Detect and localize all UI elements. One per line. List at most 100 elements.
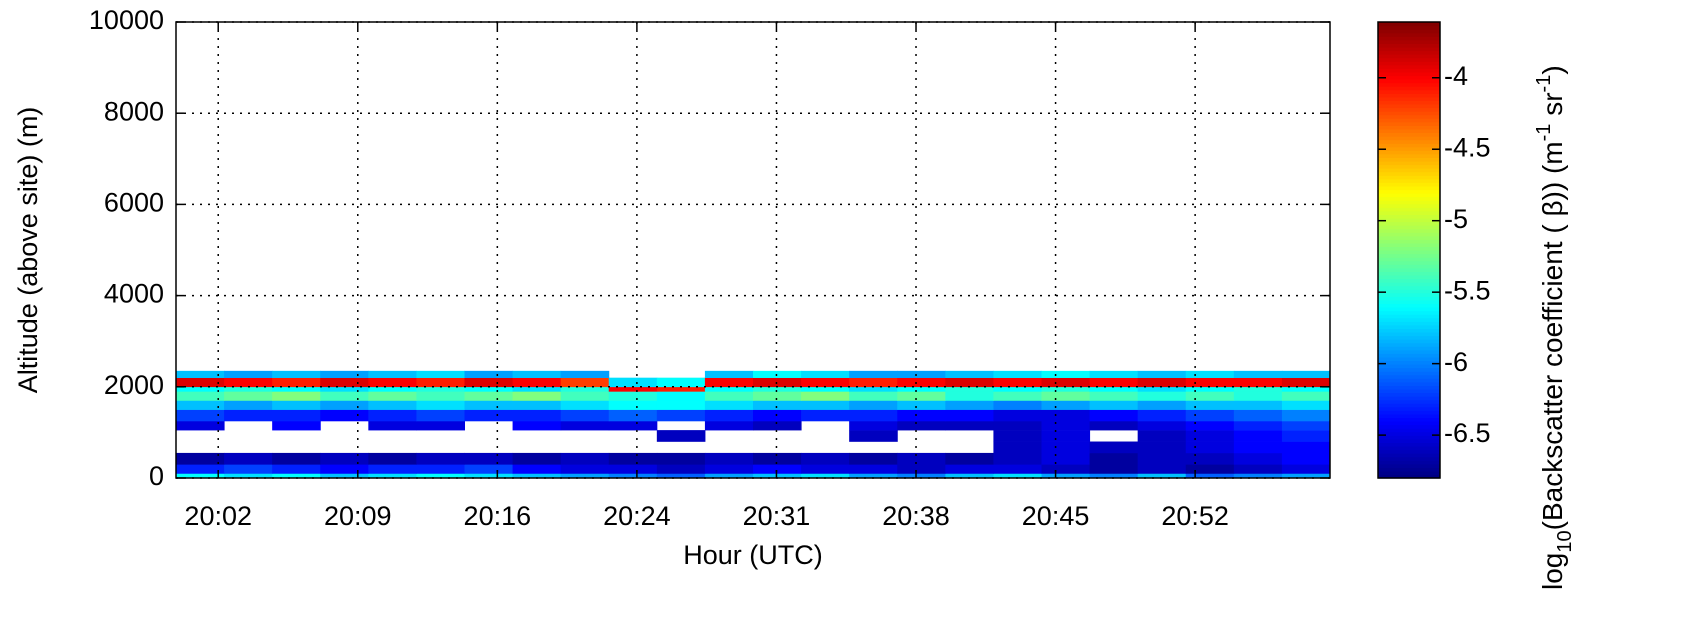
x-tick-label: 20:24 — [603, 501, 671, 531]
colorbar-swatch — [1378, 424, 1440, 429]
colorbar-swatch — [1378, 235, 1440, 240]
heatmap-cell — [993, 452, 1042, 465]
heatmap-cell — [1185, 441, 1235, 454]
heatmap-cell — [608, 452, 658, 465]
colorbar-swatch — [1378, 257, 1440, 262]
heatmap-cell — [608, 473, 658, 479]
heatmap-cell — [224, 386, 273, 392]
heatmap-cell — [1041, 430, 1091, 442]
heatmap-cell — [1089, 386, 1139, 392]
heatmap-cell — [945, 464, 994, 474]
colorbar-swatch — [1378, 64, 1440, 69]
colorbar-swatch — [1378, 417, 1440, 422]
heatmap-cell — [704, 409, 754, 422]
heatmap-cell — [368, 386, 417, 392]
heatmap-cell — [368, 421, 417, 431]
heatmap-cell — [416, 421, 465, 431]
axes: 0 2000 4000 6000 8000 10000 20:02 20:09 20:16 20:… — [89, 5, 1491, 531]
heatmap-cell — [1281, 452, 1331, 465]
heatmap-cell — [1185, 421, 1235, 431]
heatmap-cell — [1137, 464, 1187, 474]
heatmap-cell — [753, 452, 802, 465]
heatmap-cell — [849, 452, 898, 465]
colorbar-swatch — [1378, 50, 1440, 55]
colorbar-swatch — [1378, 189, 1440, 194]
heatmap-cell — [368, 370, 417, 378]
colorbar-swatch — [1378, 264, 1440, 269]
colorbar-swatch — [1378, 428, 1440, 433]
colorbar-swatch — [1378, 157, 1440, 162]
colorbar-swatch — [1378, 321, 1440, 326]
colorbar-swatch — [1378, 314, 1440, 319]
heatmap-cell — [176, 452, 225, 465]
heatmap-cell — [993, 370, 1042, 378]
heatmap-cell — [608, 391, 658, 401]
heatmap-cell — [320, 370, 369, 378]
colorbar-swatch — [1378, 371, 1440, 376]
colorbar-swatch — [1378, 381, 1440, 386]
heatmap-cell — [272, 377, 321, 388]
heatmap-cell — [1041, 377, 1091, 388]
label-sup: -1 — [1533, 124, 1555, 142]
colorbar-swatch — [1378, 54, 1440, 59]
colorbar-swatch — [1378, 367, 1440, 372]
heatmap-cell — [801, 377, 850, 388]
colorbar-swatch — [1378, 282, 1440, 287]
label-part: (Backscatter coefficient ( β)) (m — [1537, 141, 1568, 530]
colorbar-swatch — [1378, 246, 1440, 251]
colorbar-swatch — [1378, 178, 1440, 183]
heatmap-cell — [1233, 391, 1283, 401]
colorbar-swatch — [1378, 278, 1440, 283]
heatmap-cell — [464, 409, 514, 422]
colorbar-swatch — [1378, 456, 1440, 461]
heatmap-cell — [1137, 441, 1187, 454]
colorbar-swatch — [1378, 410, 1440, 415]
colorbar-swatch — [1378, 221, 1440, 226]
heatmap-cell — [993, 409, 1042, 422]
heatmap-cell — [1089, 370, 1139, 378]
heatmap-cell — [1233, 421, 1283, 431]
heatmap-cell — [416, 400, 465, 410]
colorbar-swatch — [1378, 445, 1440, 451]
heatmap-cell — [320, 400, 369, 410]
heatmap-cell — [224, 409, 273, 422]
heatmap-cell — [368, 452, 417, 465]
heatmap-cell — [656, 386, 706, 392]
heatmap-cell — [1089, 473, 1139, 479]
heatmap-cell — [656, 452, 706, 465]
heatmap-cell — [1137, 421, 1187, 431]
heatmap-cell — [1089, 464, 1139, 474]
heatmap-cell — [368, 464, 417, 474]
heatmap-cell — [993, 441, 1042, 454]
heatmap-cell — [464, 464, 514, 474]
heatmap-cell — [704, 464, 754, 474]
colorbar-swatch — [1378, 185, 1440, 191]
y-tick-label: 8000 — [104, 96, 164, 126]
heatmap-cell — [320, 391, 369, 401]
heatmap-cell — [608, 386, 658, 392]
colorbar-swatch — [1378, 228, 1440, 233]
heatmap-cell — [560, 377, 610, 388]
colorbar-swatch — [1378, 32, 1440, 37]
colorbar-swatch — [1378, 146, 1440, 151]
x-tick-label: 20:09 — [324, 501, 392, 531]
heatmap-cell — [704, 473, 754, 479]
heatmap-cell — [224, 452, 273, 465]
colorbar-swatch — [1378, 43, 1440, 48]
colorbar-swatch — [1378, 403, 1440, 408]
heatmap-cell — [1233, 409, 1283, 422]
heatmap-cell — [753, 473, 802, 479]
heatmap-cell — [1281, 441, 1331, 454]
heatmap-cell — [1041, 386, 1091, 392]
heatmap-cell — [224, 400, 273, 410]
colorbar-swatch — [1378, 346, 1440, 351]
colorbar-swatch — [1378, 328, 1440, 333]
heatmap-cell — [1281, 391, 1331, 401]
heatmap-cell — [1185, 464, 1235, 474]
heatmap-cell — [849, 400, 898, 410]
colorbar-swatch — [1378, 46, 1440, 52]
colorbar-swatch — [1378, 225, 1440, 230]
heatmap-cell — [801, 370, 850, 378]
heatmap-cell — [560, 391, 610, 401]
label-part: log — [1537, 553, 1568, 590]
